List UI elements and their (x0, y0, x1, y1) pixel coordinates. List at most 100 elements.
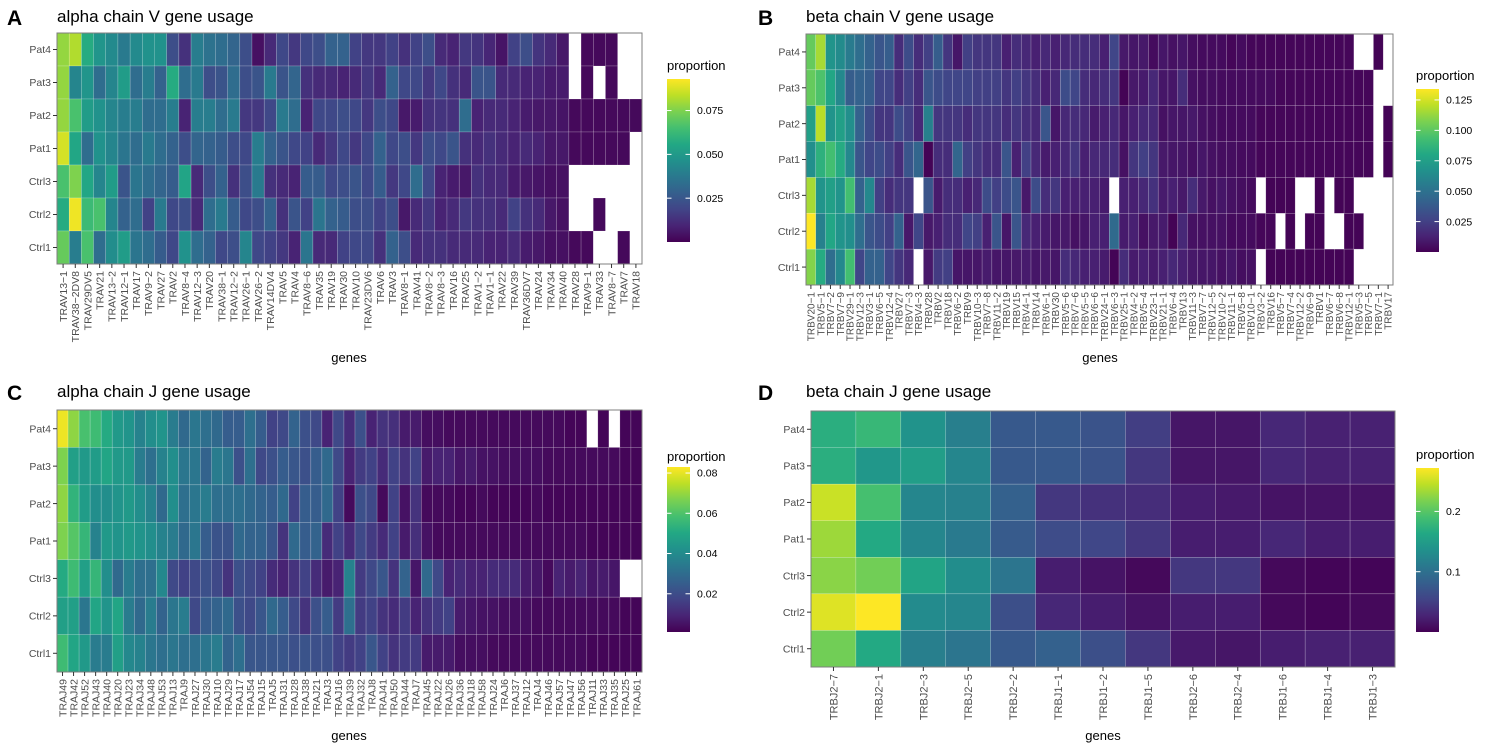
x-tick-label: TRAJ49 (57, 679, 69, 717)
heatmap-cell-Ctrl3-8 (145, 559, 157, 598)
heatmap-cell-Ctrl1-14 (227, 230, 241, 265)
heatmap-cell-Ctrl1-45 (553, 634, 565, 673)
heatmap-cell-Pat2-21 (1011, 105, 1022, 142)
heatmap-cell-Pat4-37 (465, 409, 477, 448)
heatmap-cell-Ctrl2-4 (844, 213, 856, 250)
heatmap-cell-Ctrl1-9 (156, 634, 168, 673)
heatmap-cell-Ctrl1-48 (1275, 248, 1286, 286)
x-tick-label: TRBV18 (943, 292, 954, 330)
heatmap-cell-Pat2-44 (542, 484, 554, 523)
heatmap-cell-Pat2-1 (68, 98, 82, 133)
heatmap-cell-Ctrl3-34 (1138, 177, 1149, 214)
heatmap-cell-Pat4-41 (1206, 33, 1218, 71)
heatmap-cell-Ctrl3-16 (962, 177, 973, 214)
heatmap-cell-Pat3-50 (1294, 69, 1306, 106)
heatmap-cell-Pat3-21 (288, 447, 301, 486)
heatmap-cell-Ctrl1-7 (134, 634, 146, 673)
heatmap-cell-Ctrl3-39 (532, 164, 545, 199)
heatmap-cell-Pat4-12 (923, 33, 934, 71)
heatmap-cell-Pat3-6 (129, 65, 143, 100)
heatmap-cell-Pat3-35 (483, 65, 496, 100)
heatmap-cell-Ctrl1-2 (900, 630, 947, 668)
heatmap-cell-Pat3-10 (903, 69, 914, 106)
heatmap-cell-Pat2-26 (1060, 105, 1071, 142)
heatmap-cell-Pat1-9 (1215, 520, 1261, 558)
heatmap-cell-Pat3-47 (1265, 69, 1276, 106)
panel-title: alpha chain J gene usage (57, 382, 251, 401)
heatmap-cell-Pat3-22 (324, 65, 338, 100)
heatmap-cell-Pat4-27 (1069, 33, 1081, 71)
heatmap-cell-Ctrl1-10 (178, 230, 192, 265)
heatmap-cell-Ctrl1-51 (1304, 248, 1315, 286)
heatmap-cell-Ctrl2-6 (129, 197, 143, 232)
heatmap-cell-Ctrl1-13 (200, 634, 212, 673)
heatmap-cell-Pat3-14 (942, 69, 953, 106)
heatmap-cell-Pat3-4 (844, 69, 856, 106)
heatmap-cell-Pat1-5 (117, 131, 131, 166)
heatmap-cell-Ctrl2-42 (1216, 213, 1227, 250)
heatmap-cell-Pat1-20 (300, 131, 314, 166)
heatmap-cell-Pat1-59 (1382, 141, 1394, 178)
y-tick-label: Ctrl3 (778, 190, 800, 202)
heatmap-cell-Ctrl1-9 (1215, 630, 1261, 668)
heatmap-cell-Ctrl1-3 (89, 634, 102, 673)
heatmap-cell-Pat2-21 (312, 98, 326, 133)
x-tick-label: TRBV10−3 (973, 292, 984, 342)
heatmap-cell-Ctrl3-27 (385, 164, 399, 199)
heatmap-cell-Pat2-22 (299, 484, 312, 523)
heatmap-cell-Pat3-8 (154, 65, 167, 100)
heatmap-cell-Pat1-1 (68, 131, 82, 166)
x-tick-label: TRBV23−1 (1149, 292, 1160, 342)
x-tick-label: TRAJ43 (90, 679, 102, 717)
heatmap-cell-Ctrl2-36 (1157, 213, 1169, 250)
x-tick-label: TRBV10−2 (1217, 292, 1228, 342)
x-tick-label: TRAJ11 (587, 679, 599, 716)
x-tick-label: TRBV10−1 (1247, 292, 1258, 342)
x-tick-label: TRBV19 (1002, 292, 1013, 330)
heatmap-cell-Pat3-27 (1069, 69, 1081, 106)
heatmap-cell-Pat3-17 (263, 65, 277, 100)
heatmap-cell-Pat2-34 (471, 98, 484, 133)
heatmap-cell-Ctrl3-12 (203, 164, 216, 199)
heatmap-cell-Ctrl3-2 (900, 557, 947, 595)
heatmap-cell-Ctrl3-14 (942, 177, 953, 214)
x-tick-label: TRAJ40 (101, 679, 113, 717)
heatmap-cell-Pat2-42 (520, 484, 532, 523)
x-tick-label: TRBV5−4 (1139, 292, 1150, 336)
heatmap-cell-Pat2-37 (465, 484, 477, 523)
heatmap-cell-Pat1-3 (93, 131, 106, 166)
heatmap-cell-Ctrl1-33 (1128, 248, 1139, 286)
heatmap-cell-Ctrl3-19 (991, 177, 1002, 214)
heatmap-cell-Pat4-47 (1265, 33, 1276, 71)
heatmap-cell-Pat2-34 (432, 484, 444, 523)
heatmap-cell-Pat3-0 (56, 447, 69, 486)
x-tick-label: TRAJ21 (311, 679, 323, 717)
heatmap-cell-Pat1-51 (1304, 141, 1315, 178)
heatmap-cell-Pat3-0 (810, 447, 857, 485)
heatmap-cell-Pat2-30 (1099, 105, 1110, 142)
heatmap-cell-Ctrl1-3 (93, 230, 106, 265)
heatmap-cell-Ctrl2-0 (56, 596, 69, 635)
heatmap-cell-Pat3-52 (1314, 69, 1325, 106)
heatmap-cell-Ctrl3-22 (299, 559, 312, 598)
heatmap-cell-Pat2-12 (203, 98, 216, 133)
x-tick-label: TRAJ54 (245, 679, 257, 717)
x-tick-label: TRBV12−2 (1296, 292, 1307, 342)
x-tick-label: TRAJ41 (377, 679, 389, 717)
heatmap-cell-Ctrl2-29 (376, 596, 389, 635)
y-tick-label: Ctrl3 (29, 176, 51, 188)
heatmap-cell-Pat1-50 (608, 522, 621, 560)
heatmap-cell-Ctrl1-40 (1197, 248, 1208, 286)
x-tick-label: TRAJ12 (521, 679, 533, 717)
heatmap-cell-Ctrl2-26 (1060, 213, 1071, 250)
heatmap-cell-Pat1-8 (154, 131, 167, 166)
heatmap-cell-Pat3-32 (446, 65, 460, 100)
heatmap-cell-Pat2-6 (1080, 483, 1126, 521)
heatmap-cell-Pat2-18 (255, 484, 267, 523)
heatmap-cell-Pat3-43 (531, 447, 543, 486)
heatmap-cell-Pat4-34 (432, 409, 444, 448)
heatmap-cell-Pat3-36 (495, 65, 509, 100)
heatmap-cell-Ctrl3-36 (495, 164, 509, 199)
heatmap-cell-Ctrl3-39 (1187, 177, 1198, 214)
